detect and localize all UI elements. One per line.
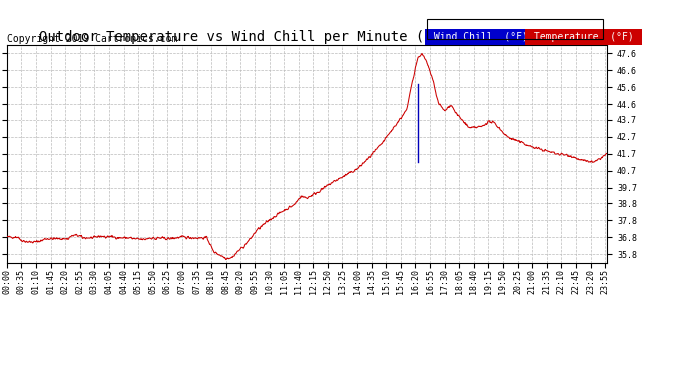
Text: Wind Chill  (°F): Wind Chill (°F): [428, 32, 533, 42]
Title: Outdoor Temperature vs Wind Chill per Minute (24 Hours) 20190321: Outdoor Temperature vs Wind Chill per Mi…: [39, 30, 575, 44]
Text: Temperature  (°F): Temperature (°F): [528, 32, 640, 42]
Text: Copyright 2019 Cartronics.com: Copyright 2019 Cartronics.com: [7, 34, 177, 44]
